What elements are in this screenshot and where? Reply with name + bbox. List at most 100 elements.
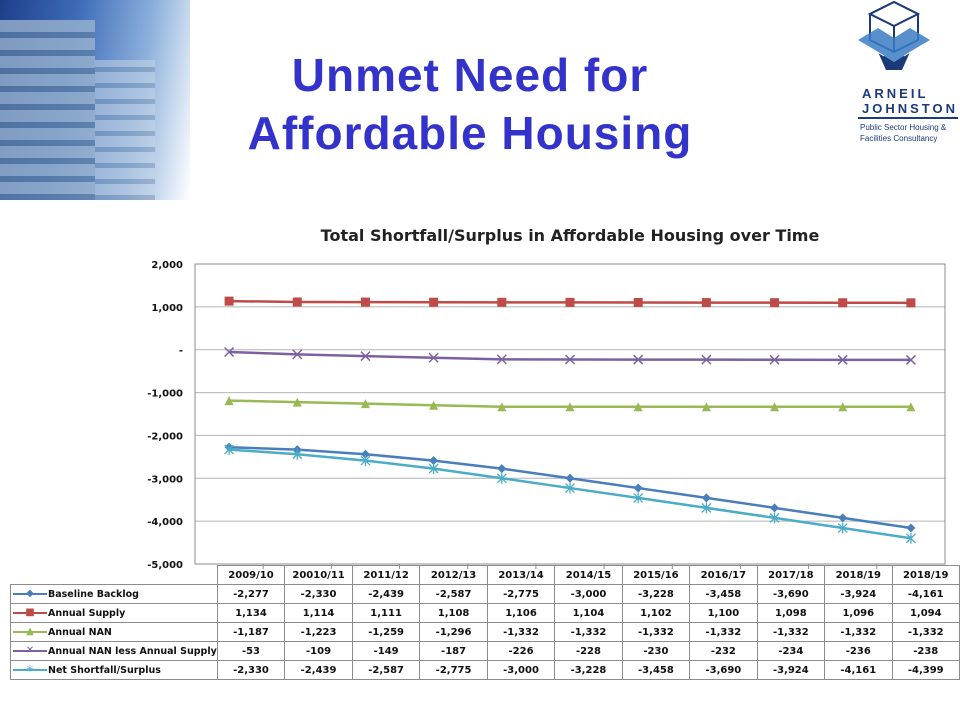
legend-label: Net Shortfall/Surplus — [48, 664, 161, 676]
x-tick-label: 2018/19 — [824, 565, 893, 585]
data-point-3 — [224, 346, 235, 358]
data-table: 2009/10 20010/11 2011/12 2012/13 2013/14 2014… — [10, 565, 960, 680]
data-label: -232 — [689, 641, 758, 661]
data-point-3 — [496, 354, 507, 365]
data-label: -3,000 — [554, 584, 623, 604]
data-label: -1,332 — [891, 622, 960, 642]
legend-label: Annual NAN less Annual Supply — [48, 645, 217, 657]
data-label: -3,000 — [486, 660, 556, 680]
data-point-0 — [770, 503, 780, 513]
data-label: 1,108 — [419, 603, 488, 623]
data-label: -2,775 — [419, 660, 488, 680]
x-tick-label: 2017/18 — [756, 565, 826, 585]
data-label: -149 — [351, 641, 421, 661]
legend-key-icon: ■ — [13, 608, 47, 618]
data-label: -2,330 — [284, 584, 353, 604]
data-point-3 — [905, 354, 916, 365]
data-point-3 — [360, 351, 371, 362]
data-label: -2,587 — [351, 660, 421, 680]
legend-key-icon: ▲ — [13, 627, 47, 637]
data-point-1 — [224, 296, 234, 306]
data-point-2 — [770, 402, 780, 412]
legend-label: Baseline Backlog — [48, 588, 139, 600]
data-point-3 — [564, 354, 576, 365]
data-point-4 — [701, 502, 712, 514]
data-label: 1,094 — [891, 603, 960, 623]
data-label: -228 — [554, 641, 623, 661]
data-label: 1,096 — [824, 603, 893, 623]
data-point-1 — [360, 297, 370, 307]
logo-tagline-line1: Public Sector Housing & — [860, 123, 947, 132]
data-point-1 — [497, 297, 507, 307]
data-point-1 — [429, 297, 439, 307]
data-point-4 — [292, 448, 303, 460]
data-label: -3,924 — [756, 660, 826, 680]
data-label: -1,332 — [621, 622, 691, 642]
data-label: 1,104 — [554, 603, 623, 623]
data-label: -1,332 — [824, 622, 893, 642]
data-label: -1,296 — [419, 622, 488, 642]
data-label: 1,100 — [689, 603, 758, 623]
data-point-4 — [360, 455, 371, 467]
data-label: -53 — [216, 641, 286, 661]
data-point-1 — [292, 297, 302, 307]
triangle-marker-icon: ▲ — [26, 626, 34, 637]
data-label: 1,098 — [756, 603, 826, 623]
data-point-1 — [701, 298, 711, 308]
data-point-3 — [837, 354, 848, 365]
data-label: -1,223 — [284, 622, 353, 642]
data-point-2 — [429, 400, 439, 410]
data-label: -226 — [486, 641, 556, 661]
legend-entry: ■ Annual Supply — [10, 603, 218, 623]
data-label: -3,228 — [554, 660, 623, 680]
data-label: -4,161 — [891, 584, 960, 604]
data-point-2 — [292, 397, 302, 407]
chart-title: Total Shortfall/Surplus in Affordable Ho… — [320, 226, 820, 245]
data-point-1 — [770, 298, 780, 308]
data-point-4 — [496, 472, 507, 484]
data-point-4 — [905, 532, 916, 544]
building-image-secondary — [95, 60, 155, 200]
data-label: 1,106 — [486, 603, 556, 623]
data-point-0 — [360, 449, 370, 459]
data-label: -1,332 — [554, 622, 623, 642]
data-point-0 — [838, 513, 848, 523]
data-point-1 — [838, 298, 848, 308]
y-tick-label: -4,000 — [147, 517, 183, 528]
data-table-corner — [10, 565, 218, 585]
data-point-2 — [838, 402, 848, 412]
y-tick-label: 1,000 — [151, 303, 183, 314]
logo-name-line1: ARNEIL — [862, 86, 929, 101]
data-table-header-row: 2009/10 20010/11 2011/12 2012/13 2013/14 2014… — [10, 565, 960, 585]
data-point-0 — [429, 456, 439, 466]
data-table-row: ✕ Annual NAN less Annual Supply -53 -109 -14… — [10, 641, 960, 661]
series-line-4 — [229, 448, 912, 540]
legend-key-line — [13, 593, 47, 595]
legend-key-icon: ◆ — [13, 589, 47, 599]
y-tick-label: - — [179, 346, 183, 357]
data-label: -236 — [824, 641, 893, 661]
data-table-row: ✳ Net Shortfall/Surplus -2,330 -2,439 -2,587… — [10, 660, 960, 680]
data-point-0 — [633, 483, 643, 493]
x-marker-icon: ✕ — [25, 645, 35, 656]
data-point-0 — [906, 523, 916, 533]
data-label: 1,102 — [621, 603, 691, 623]
slide-title: Unmet Need for Affordable Housing — [170, 46, 770, 162]
data-label: -1,332 — [486, 622, 556, 642]
header-photo — [0, 0, 190, 200]
legend-key-line — [13, 612, 47, 614]
legend-entry: ◆ Baseline Backlog — [10, 584, 218, 604]
legend-key-line — [13, 650, 47, 652]
data-point-4 — [224, 444, 235, 456]
data-table-row: ◆ Baseline Backlog -2,277 -2,330 -2,439 -2,58… — [10, 584, 960, 604]
data-point-2 — [360, 399, 370, 409]
building-image — [0, 20, 95, 200]
data-point-0 — [701, 493, 711, 503]
legend-entry: ✕ Annual NAN less Annual Supply — [10, 641, 218, 661]
data-point-0 — [497, 464, 507, 474]
legend-key-line — [13, 631, 47, 633]
y-tick-label: -3,000 — [147, 474, 183, 485]
data-label: -3,458 — [621, 660, 691, 680]
logo-tagline-line2: Facilities Consultancy — [860, 134, 938, 143]
data-label: -2,775 — [486, 584, 556, 604]
